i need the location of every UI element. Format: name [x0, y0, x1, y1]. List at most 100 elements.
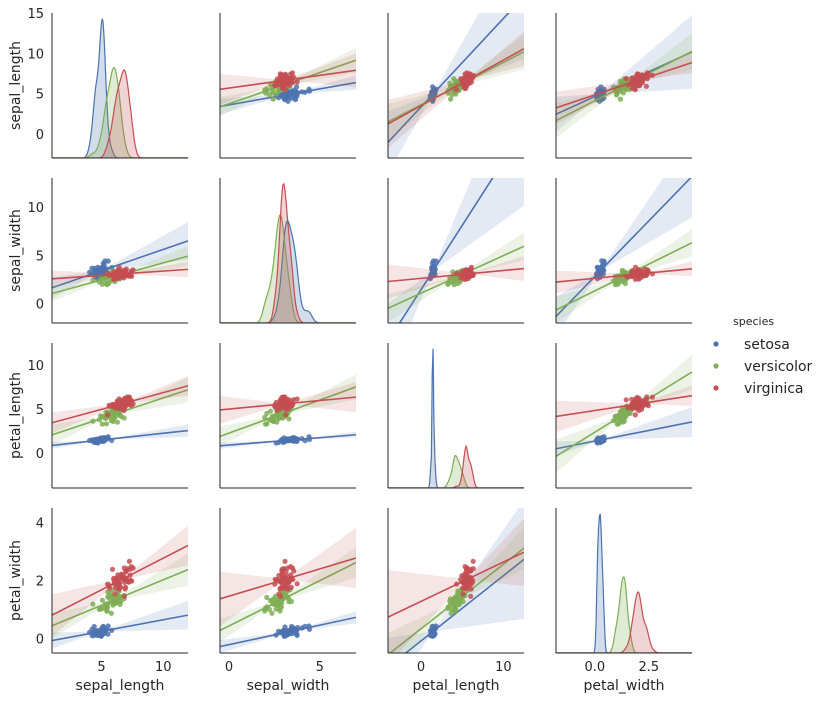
ci-band-setosa	[388, 508, 524, 653]
point-virginica	[643, 272, 650, 278]
point-setosa	[302, 89, 308, 95]
point-versicolor	[104, 608, 110, 614]
point-virginica	[128, 403, 134, 409]
point-setosa	[104, 626, 110, 632]
point-virginica	[122, 272, 128, 278]
point-virginica	[294, 79, 300, 85]
point-virginica	[642, 266, 648, 272]
point-versicolor	[110, 416, 117, 422]
point-versicolor	[617, 96, 624, 102]
point-versicolor	[90, 277, 96, 283]
point-versicolor	[103, 421, 110, 427]
point-virginica	[461, 581, 467, 587]
point-versicolor	[90, 418, 96, 424]
y-tick-label: 0	[36, 298, 44, 313]
point-virginica	[623, 273, 629, 279]
point-virginica	[126, 558, 132, 564]
point-setosa	[278, 630, 284, 636]
point-versicolor	[452, 598, 458, 604]
point-versicolor	[266, 92, 272, 98]
point-versicolor	[264, 410, 270, 416]
point-setosa	[104, 266, 110, 272]
point-virginica	[129, 398, 135, 404]
regression-line-setosa	[388, 13, 510, 143]
point-virginica	[643, 83, 650, 89]
point-virginica	[286, 406, 292, 412]
point-virginica	[623, 76, 629, 82]
point-setosa	[281, 91, 287, 97]
point-virginica	[123, 402, 129, 408]
point-setosa	[99, 631, 105, 637]
point-versicolor	[452, 78, 458, 84]
x-tick-label: 0	[225, 660, 233, 675]
point-virginica	[469, 272, 475, 278]
point-setosa	[273, 632, 279, 638]
panel-petal_width-vs-sepal_width: 0 5 sepal_width	[219, 508, 356, 694]
point-setosa	[302, 623, 308, 630]
point-versicolor	[90, 601, 96, 607]
point-setosa	[99, 264, 105, 271]
point-virginica	[625, 405, 631, 411]
legend-label-setosa: setosa	[744, 337, 790, 353]
panel-sepal_width-vs-petal_width	[555, 178, 692, 324]
point-virginica	[458, 76, 464, 82]
point-versicolor	[449, 279, 455, 285]
point-virginica	[642, 74, 648, 80]
point-versicolor	[619, 269, 626, 275]
point-versicolor	[110, 599, 117, 605]
point-versicolor	[118, 413, 124, 419]
point-virginica	[281, 75, 287, 81]
point-versicolor	[266, 606, 272, 613]
point-virginica	[109, 272, 116, 278]
point-virginica	[469, 576, 475, 583]
point-virginica	[468, 593, 474, 599]
point-virginica	[129, 273, 135, 279]
point-virginica	[463, 272, 470, 278]
y-tick-label: 0	[36, 633, 44, 648]
point-virginica	[649, 72, 656, 78]
kde-line-versicolor	[388, 454, 524, 488]
point-versicolor	[262, 608, 268, 614]
point-versicolor	[617, 409, 623, 415]
point-versicolor	[262, 87, 268, 93]
point-virginica	[463, 83, 469, 89]
x-tick-label: 0.0	[585, 660, 606, 675]
point-virginica	[636, 407, 642, 414]
y-tick-label: 2	[36, 575, 44, 590]
point-versicolor	[264, 421, 270, 427]
point-setosa	[109, 627, 115, 634]
point-virginica	[280, 582, 286, 589]
y-tick-label: 5	[36, 88, 44, 103]
point-virginica	[281, 395, 287, 401]
kde-fill-versicolor	[556, 577, 692, 653]
x-axis-label: petal_width	[583, 678, 664, 694]
point-virginica	[467, 268, 473, 274]
point-virginica	[634, 71, 641, 77]
point-setosa	[89, 626, 95, 633]
point-setosa	[429, 631, 435, 637]
kde-fill-virginica	[52, 70, 188, 158]
point-virginica	[272, 83, 278, 89]
point-virginica	[129, 578, 135, 584]
point-versicolor	[620, 413, 626, 419]
point-setosa	[281, 95, 287, 102]
point-virginica	[454, 87, 460, 93]
point-virginica	[272, 402, 278, 408]
panel-sepal_length-vs-sepal_width	[219, 13, 356, 159]
ci-band-virginica	[556, 385, 692, 433]
kde-line-versicolor	[220, 213, 356, 323]
ci-band-virginica	[556, 52, 692, 125]
point-virginica	[454, 270, 460, 276]
point-virginica	[468, 568, 474, 574]
kde-fill-versicolor	[388, 455, 524, 488]
point-versicolor	[104, 282, 110, 288]
point-versicolor	[448, 96, 454, 102]
panel-petal_width-vs-sepal_length: 0 2 4 petal_width 5 10 sepal_length	[8, 508, 188, 694]
point-versicolor	[449, 606, 455, 613]
point-virginica	[469, 75, 475, 81]
panel-petal_length-vs-sepal_width	[219, 343, 356, 489]
y-tick-label: 4	[36, 517, 44, 532]
point-versicolor	[622, 280, 629, 287]
